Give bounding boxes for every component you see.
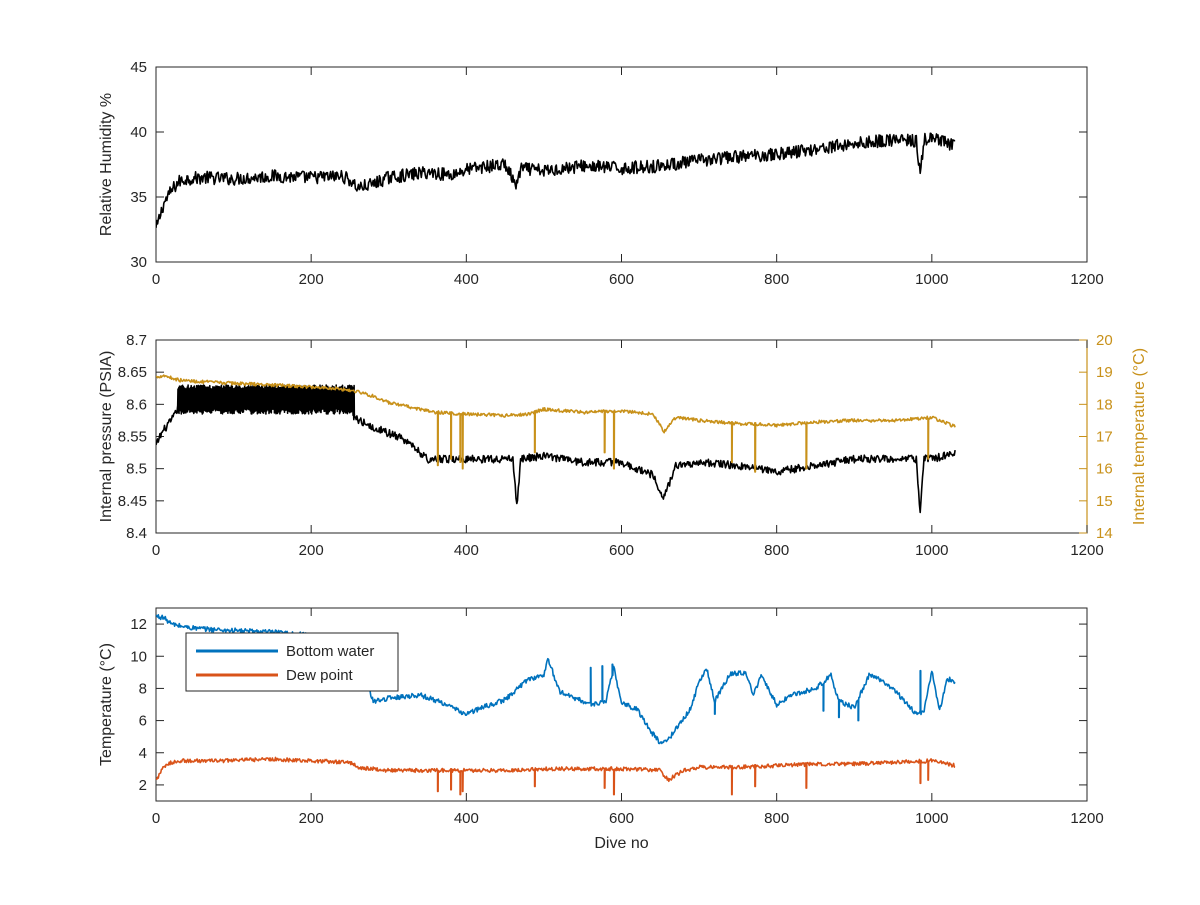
x-tick-label: 0 — [152, 542, 160, 559]
y-tick-label: 40 — [130, 124, 147, 141]
y-tick-label: 8 — [139, 680, 147, 697]
x-tick-label: 400 — [454, 810, 479, 827]
x-tick-label: 800 — [764, 810, 789, 827]
x-tick-label: 1200 — [1070, 271, 1103, 288]
y-tick-label: 8.55 — [118, 429, 147, 446]
x-tick-label: 1200 — [1070, 542, 1103, 559]
y-axis-label: Relative Humidity % — [98, 93, 115, 236]
x-tick-label: 0 — [152, 271, 160, 288]
plot-lines — [156, 374, 956, 514]
x-tick-label: 400 — [454, 542, 479, 559]
plot-area — [155, 339, 1088, 534]
plot-area — [155, 66, 1088, 263]
y-tick-label: 8.45 — [118, 493, 147, 510]
y2-tick-label: 15 — [1096, 493, 1113, 510]
y-tick-label: 8.65 — [118, 364, 147, 381]
x-axis-label: Dive no — [594, 835, 648, 852]
series-line-internal-temperature — [156, 374, 956, 473]
x-tick-label: 1200 — [1070, 810, 1103, 827]
legend: Bottom water Dew point — [185, 632, 399, 692]
y-tick-label: 12 — [130, 616, 147, 633]
y-tick-label: 8.6 — [126, 396, 147, 413]
x-tick-label: 600 — [609, 271, 634, 288]
series-line-dew-point — [156, 756, 956, 796]
x-tick-label: 200 — [299, 271, 324, 288]
y-tick-label: 35 — [130, 189, 147, 206]
y2-tick-label: 20 — [1096, 332, 1113, 349]
y-tick-label: 6 — [139, 713, 147, 730]
y-tick-label: 8.5 — [126, 461, 147, 478]
axes-pressure: 0 200 400 600 800 1000 1200 8.4 8.45 8.5 8.55 8.6 8.… — [98, 332, 1148, 559]
x-tick-label: 1000 — [915, 810, 948, 827]
x-tick-label: 1000 — [915, 542, 948, 559]
y-tick-label: 2 — [139, 777, 147, 794]
y2-tick-label: 18 — [1096, 396, 1113, 413]
plot-lines — [156, 132, 956, 228]
y-tick-label: 10 — [130, 648, 147, 665]
y-tick-label: 4 — [139, 745, 147, 762]
x-tick-label: 0 — [152, 810, 160, 827]
legend-box — [185, 632, 399, 692]
axes-temperature: 0 200 400 600 800 1000 1200 2 4 6 8 10 12 Temperature… — [98, 607, 1104, 852]
y-tick-label: 30 — [130, 254, 147, 271]
x-tick-label: 200 — [299, 542, 324, 559]
x-tick-label: 200 — [299, 810, 324, 827]
y2-tick-label: 17 — [1096, 429, 1113, 446]
y2-tick-label: 14 — [1096, 525, 1113, 542]
x-tick-label: 400 — [454, 271, 479, 288]
y-tick-label: 45 — [130, 59, 147, 76]
series-line-pressure — [156, 384, 956, 514]
legend-label: Dew point — [286, 667, 354, 684]
x-tick-label: 800 — [764, 542, 789, 559]
x-tick-label: 600 — [609, 542, 634, 559]
axes-humidity: 0 200 400 600 800 1000 1200 30 35 40 45 Relative Hu… — [98, 59, 1104, 288]
y2-tick-label: 19 — [1096, 364, 1113, 381]
x-tick-label: 600 — [609, 810, 634, 827]
legend-label: Bottom water — [286, 643, 374, 660]
y-axis-label: Internal pressure (PSIA) — [98, 351, 115, 523]
y2-tick-label: 16 — [1096, 461, 1113, 478]
series-line-humidity — [156, 132, 956, 228]
y-axis-label: Temperature (°C) — [98, 643, 115, 766]
x-tick-label: 800 — [764, 271, 789, 288]
y2-axis-label: Internal temperature (°C) — [1131, 348, 1148, 525]
y-tick-label: 8.7 — [126, 332, 147, 349]
y-tick-label: 8.4 — [126, 525, 147, 542]
x-tick-label: 1000 — [915, 271, 948, 288]
